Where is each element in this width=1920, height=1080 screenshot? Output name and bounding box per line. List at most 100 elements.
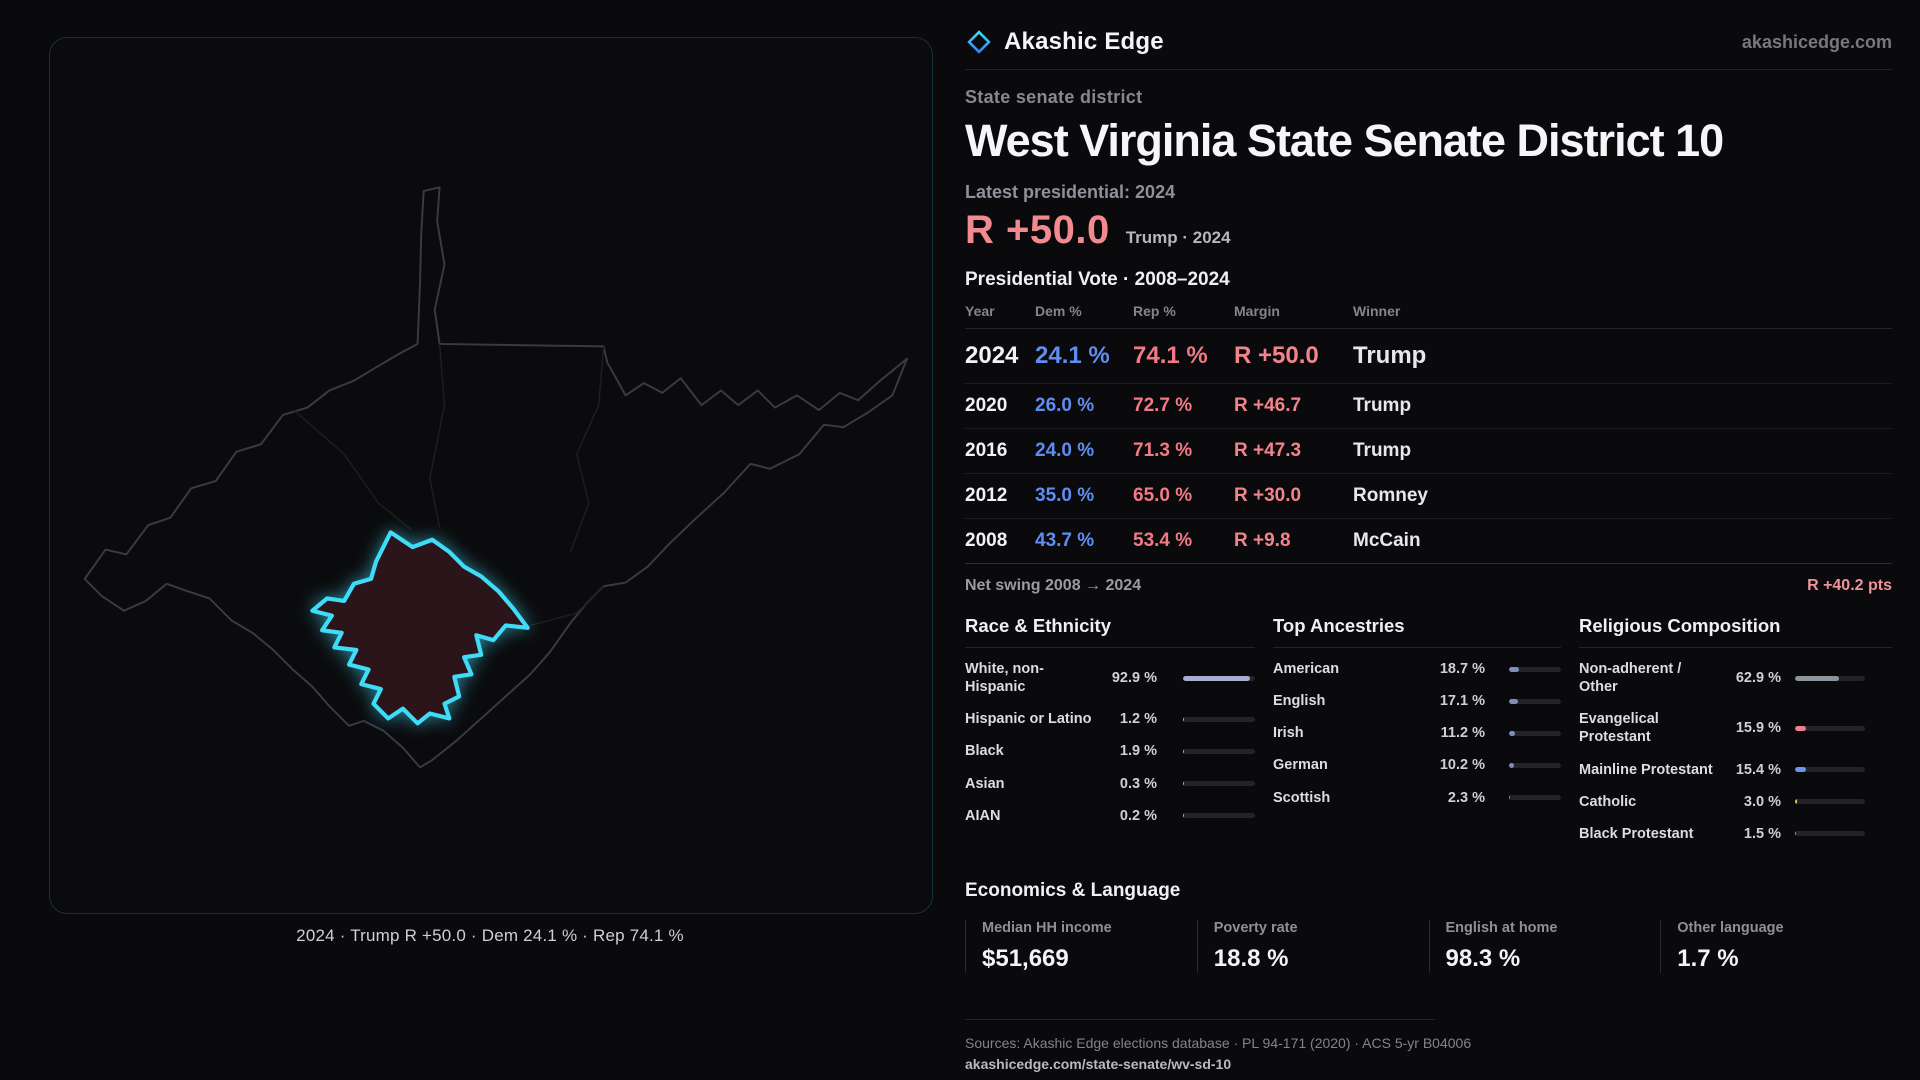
ancestries-column: Top Ancestries American 18.7 % English 1… — [1273, 615, 1561, 814]
bar — [1183, 716, 1255, 722]
map-caption: 2024 · Trump R +50.0 · Dem 24.1 % · Rep … — [296, 926, 684, 945]
item-label: Scottish — [1273, 789, 1331, 806]
table-row: 2008 43.7 % 53.4 % R +9.8 McCain — [965, 519, 1892, 564]
brand: Akashic Edge — [965, 28, 1164, 56]
district-boundary-line — [569, 346, 605, 553]
religion-column: Religious Composition Non-adherent / Oth… — [1579, 615, 1892, 850]
footer-divider — [965, 1018, 1435, 1020]
cell-rep: 53.4 % — [1133, 530, 1193, 551]
bar — [1509, 762, 1561, 768]
item-value: 15.9 % — [1735, 720, 1781, 737]
economics-title: Economics & Language — [965, 879, 1181, 901]
list-item: Evangelical Protestant 15.9 % — [1579, 703, 1892, 753]
cell-year: 2020 — [965, 395, 1008, 416]
list-item: AIAN 0.2 % — [965, 800, 1255, 832]
list-item: Non-adherent / Other 62.9 % — [1579, 653, 1892, 703]
site-link[interactable]: akashicedge.com — [1741, 31, 1892, 52]
ancestries-title: Top Ancestries — [1273, 615, 1561, 648]
cell-margin: R +46.7 — [1234, 395, 1302, 416]
cell-margin: R +47.3 — [1234, 440, 1302, 461]
table-row: 2020 26.0 % 72.7 % R +46.7 Trump — [965, 384, 1892, 429]
stat-label: English at home — [1445, 919, 1558, 936]
bar — [1509, 666, 1561, 672]
item-label: American — [1273, 661, 1340, 677]
item-label: Irish — [1273, 725, 1304, 742]
latest-label: Latest presidential: 2024 — [965, 182, 1176, 202]
net-swing-row: Net swing 2008 → 2024 R +40.2 pts — [965, 577, 1892, 595]
item-label: White, non- Hispanic — [965, 661, 1044, 696]
list-item: German 10.2 % — [1273, 749, 1561, 781]
item-value: 0.3 % — [1119, 775, 1157, 792]
stat-label: Other language — [1677, 919, 1784, 936]
list-item: Black Protestant 1.5 % — [1579, 818, 1892, 850]
bar — [1509, 698, 1561, 704]
col-header-dem: Dem % — [1035, 303, 1082, 319]
item-label: Hispanic or Latino — [965, 711, 1092, 728]
bar — [1795, 725, 1865, 731]
stat-cell: Other language 1.7 % — [1660, 919, 1892, 973]
stat-cell: English at home 98.3 % — [1428, 919, 1661, 973]
cell-year: 2008 — [965, 530, 1008, 551]
table-row: 2012 35.0 % 65.0 % R +30.0 Romney — [965, 474, 1892, 519]
cell-rep: 65.0 % — [1133, 485, 1193, 506]
col-header-margin: Margin — [1234, 303, 1280, 319]
item-label: Evangelical Protestant — [1579, 711, 1659, 746]
stat-label: Median HH income — [982, 919, 1112, 936]
vote-table-title: Presidential Vote · 2008–2024 — [965, 269, 1230, 290]
cell-rep: 74.1 % — [1133, 342, 1208, 369]
item-label: Catholic — [1579, 793, 1637, 810]
bar — [1509, 730, 1561, 736]
bar — [1183, 813, 1255, 819]
district-boundary-line — [429, 343, 446, 528]
item-value: 2.3 % — [1447, 789, 1485, 806]
cell-rep: 71.3 % — [1133, 440, 1193, 461]
cell-margin: R +9.8 — [1234, 530, 1291, 551]
item-label: German — [1273, 757, 1328, 774]
bar — [1509, 795, 1561, 801]
race-title: Race & Ethnicity — [965, 615, 1255, 648]
religion-title: Religious Composition — [1579, 615, 1892, 648]
net-swing-label: Net swing 2008 → 2024 — [965, 577, 1142, 594]
table-row: 2016 24.0 % 71.3 % R +47.3 Trump — [965, 429, 1892, 474]
district-boundary-line — [529, 585, 605, 627]
table-header: Year Dem % Rep % Margin Winner — [965, 303, 1892, 329]
item-value: 0.2 % — [1119, 807, 1157, 824]
stat-value: 18.8 % — [1213, 944, 1289, 972]
list-item: American 18.7 % — [1273, 653, 1561, 685]
cell-dem: 24.0 % — [1035, 440, 1095, 461]
footer-sources: Sources: Akashic Edge elections database… — [965, 1034, 1472, 1051]
page-title: West Virginia State Senate District 10 — [965, 115, 1724, 166]
item-value: 11.2 % — [1440, 725, 1485, 742]
header-bar: Akashic Edge akashicedge.com — [965, 28, 1892, 70]
list-item: Catholic 3.0 % — [1579, 786, 1892, 818]
cell-margin: R +30.0 — [1234, 485, 1302, 506]
stat-cell: Median HH income $51,669 — [965, 919, 1197, 973]
footer-permalink[interactable]: akashicedge.com/state-senate/wv-sd-10 — [965, 1055, 1232, 1072]
headline-margin: R +50.0 — [965, 208, 1110, 252]
cell-winner: Trump — [1353, 342, 1427, 369]
cell-year: 2024 — [965, 342, 1019, 369]
stat-label: Poverty rate — [1213, 919, 1298, 936]
kicker-label: State senate district — [965, 87, 1143, 107]
district-boundary-line — [294, 410, 412, 531]
race-ethnicity-column: Race & Ethnicity White, non- Hispanic 92… — [965, 615, 1255, 832]
item-label: Non-adherent / Other — [1579, 661, 1682, 696]
diamond-logo-icon — [967, 30, 991, 54]
bar — [1183, 781, 1255, 787]
item-value: 18.7 % — [1439, 661, 1485, 678]
item-value: 1.2 % — [1119, 711, 1157, 728]
cell-winner: Trump — [1353, 440, 1412, 461]
item-label: Black Protestant — [1579, 825, 1694, 842]
west-virginia-outline — [83, 186, 909, 769]
cell-dem: 26.0 % — [1035, 395, 1095, 416]
list-item: Hispanic or Latino 1.2 % — [965, 703, 1255, 735]
bar — [1183, 675, 1255, 681]
bar — [1795, 675, 1865, 681]
item-value: 1.9 % — [1119, 743, 1157, 760]
list-item: English 17.1 % — [1273, 685, 1561, 717]
col-header-rep: Rep % — [1133, 303, 1176, 319]
district-shape[interactable] — [310, 530, 530, 726]
bar — [1183, 748, 1255, 754]
item-label: Black — [965, 743, 1004, 760]
